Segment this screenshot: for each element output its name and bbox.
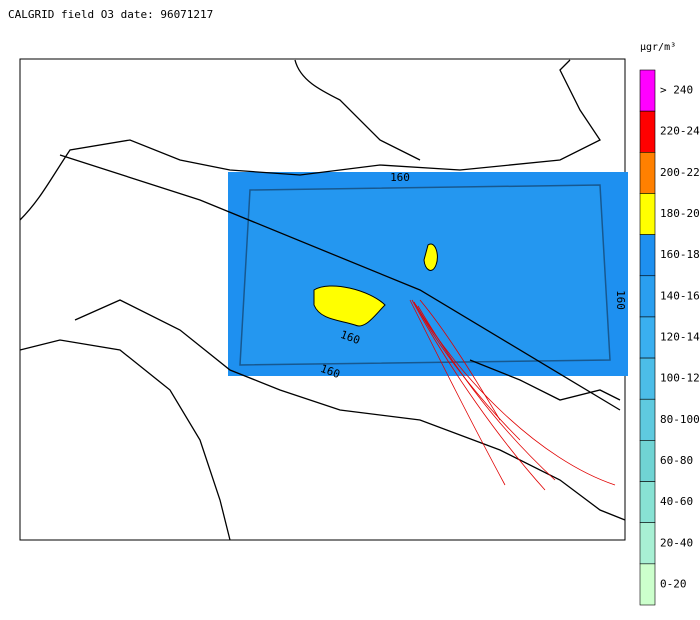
coastline [469, 359, 621, 401]
legend-label: 20-40 [660, 536, 693, 549]
contour-label: 160 [614, 290, 627, 310]
legend-label: 60-80 [660, 454, 693, 467]
legend-label: 140-160 [660, 289, 700, 302]
legend-swatch [639, 440, 656, 482]
contour-label: 160 [319, 362, 342, 381]
legend-label: 220-240 [660, 125, 700, 138]
legend-swatch [639, 398, 656, 441]
legend-swatch [639, 357, 656, 400]
contour-label: 160 [339, 328, 362, 347]
legend-swatch [639, 110, 656, 153]
unit-label: μgr/m³ [640, 42, 676, 53]
legend-swatch [639, 563, 656, 606]
legend-label: 40-60 [660, 495, 693, 508]
legend-label: 100-120 [660, 372, 700, 385]
high-ozone-area [313, 285, 386, 327]
coastline [294, 59, 421, 161]
legend-swatch [639, 152, 656, 194]
legend-swatch [639, 481, 656, 523]
legend-label: 160-180 [660, 248, 700, 261]
contour-label: 160 [390, 171, 410, 184]
coastline [74, 299, 626, 521]
legend-swatch [639, 193, 656, 235]
legend-label: 200-220 [660, 166, 700, 179]
legend-swatch [639, 522, 656, 565]
legend-swatch [639, 316, 656, 359]
contour [239, 184, 611, 366]
legend-label: 80-100 [660, 413, 700, 426]
legend-swatch [639, 275, 656, 318]
legend-swatch [639, 234, 656, 277]
coastline [19, 339, 231, 541]
legend-label: 180-200 [660, 207, 700, 220]
coastline [19, 59, 601, 221]
map-title: CALGRID field O3 date: 96071217 [8, 8, 213, 21]
road [59, 154, 621, 411]
legend-label: 120-140 [660, 331, 700, 344]
legend-swatch [639, 69, 656, 112]
high-ozone-area [423, 243, 438, 271]
legend-label: > 240 [660, 84, 693, 97]
trajectories [409, 299, 616, 491]
legend-label: 0-20 [660, 577, 687, 590]
